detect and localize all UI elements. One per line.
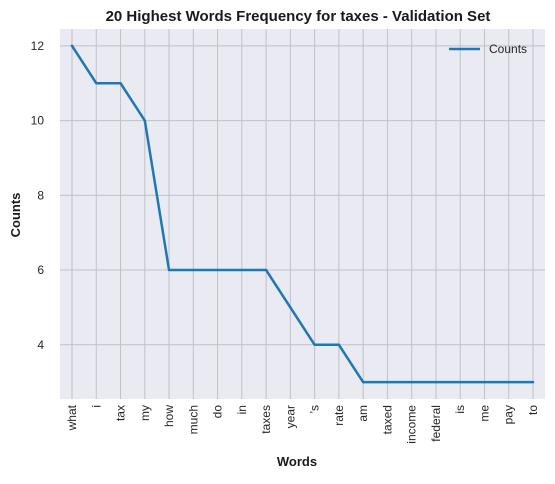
data-point (483, 381, 485, 383)
x-axis-ticks: what i tax my how much do in taxes year 's rate am ta… (65, 404, 540, 443)
y-tick-label: 10 (31, 114, 45, 128)
data-point (410, 381, 412, 383)
data-point (362, 381, 364, 383)
data-point (119, 82, 121, 84)
x-tick-label: federal (429, 405, 443, 442)
data-point (192, 269, 194, 271)
x-tick-label: year (283, 405, 297, 428)
y-tick-label: 6 (37, 263, 44, 277)
plot-area (60, 29, 545, 399)
data-point (216, 269, 218, 271)
x-tick-label: do (211, 405, 225, 419)
data-point (289, 306, 291, 308)
x-tick-label: tax (114, 405, 128, 421)
y-tick-label: 4 (37, 338, 44, 352)
x-tick-label: income (405, 405, 419, 444)
x-tick-label: my (138, 405, 152, 421)
x-tick-label: to (526, 405, 540, 415)
data-point (241, 269, 243, 271)
legend-label: Counts (489, 42, 527, 56)
x-tick-label: rate (332, 405, 346, 426)
data-point (144, 119, 146, 121)
x-tick-label: me (477, 405, 491, 422)
x-tick-label: i (89, 405, 103, 408)
x-tick-label: in (235, 405, 249, 414)
x-tick-label: taxes (259, 405, 273, 434)
y-tick-label: 12 (31, 39, 45, 53)
data-point (168, 269, 170, 271)
chart-title: 20 Highest Words Frequency for taxes - V… (106, 8, 491, 25)
data-point (386, 381, 388, 383)
data-point (532, 381, 534, 383)
x-tick-label: is (453, 405, 467, 414)
data-point (313, 344, 315, 346)
x-tick-label: much (186, 405, 200, 434)
data-point (508, 381, 510, 383)
y-tick-label: 8 (37, 188, 44, 202)
y-axis-label: Counts (8, 193, 23, 238)
x-tick-label: how (162, 405, 176, 427)
data-point (338, 344, 340, 346)
data-point (435, 381, 437, 383)
x-tick-label: am (356, 405, 370, 422)
x-tick-label: pay (502, 405, 516, 424)
x-tick-label: taxed (380, 405, 394, 434)
data-point (95, 82, 97, 84)
x-tick-label: what (65, 404, 79, 431)
x-tick-label: 's (308, 405, 322, 413)
x-axis-label: Words (277, 454, 317, 469)
data-point (71, 45, 73, 47)
data-point (265, 269, 267, 271)
data-point (459, 381, 461, 383)
y-axis-ticks: 4 6 8 10 12 (31, 39, 45, 352)
